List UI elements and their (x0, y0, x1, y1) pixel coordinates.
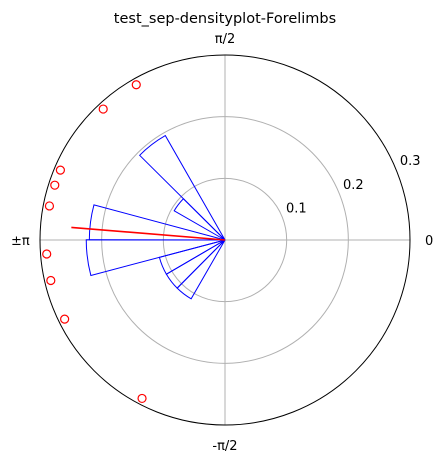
data-points (43, 81, 146, 403)
histogram-bars (86, 136, 225, 299)
data-point-6 (43, 250, 51, 258)
data-point-2 (99, 105, 107, 113)
histogram-bar-2 (174, 199, 225, 240)
radial-label-3: 0.3 (400, 154, 421, 169)
histogram-bar-1 (140, 136, 225, 240)
histogram-bar-6 (166, 240, 225, 288)
angle-label-right: 0 (425, 234, 433, 249)
angle-label-left: ±π (11, 234, 30, 249)
angle-label-top: π/2 (215, 32, 235, 47)
data-point-5 (45, 202, 53, 210)
radial-tick-labels: 0.1 0.2 0.3 (286, 154, 421, 216)
data-point-1 (132, 81, 140, 89)
data-point-4 (51, 181, 59, 189)
data-point-7 (47, 276, 55, 284)
radial-label-2: 0.2 (343, 178, 364, 193)
chart-title: test_sep-densityplot-Forelimbs (114, 11, 336, 27)
histogram-bar-7 (177, 240, 225, 299)
radial-label-1: 0.1 (286, 201, 307, 216)
angle-label-bottom: -π/2 (212, 439, 237, 454)
data-point-8 (61, 315, 69, 323)
data-point-9 (138, 394, 146, 402)
data-point-3 (56, 166, 64, 174)
